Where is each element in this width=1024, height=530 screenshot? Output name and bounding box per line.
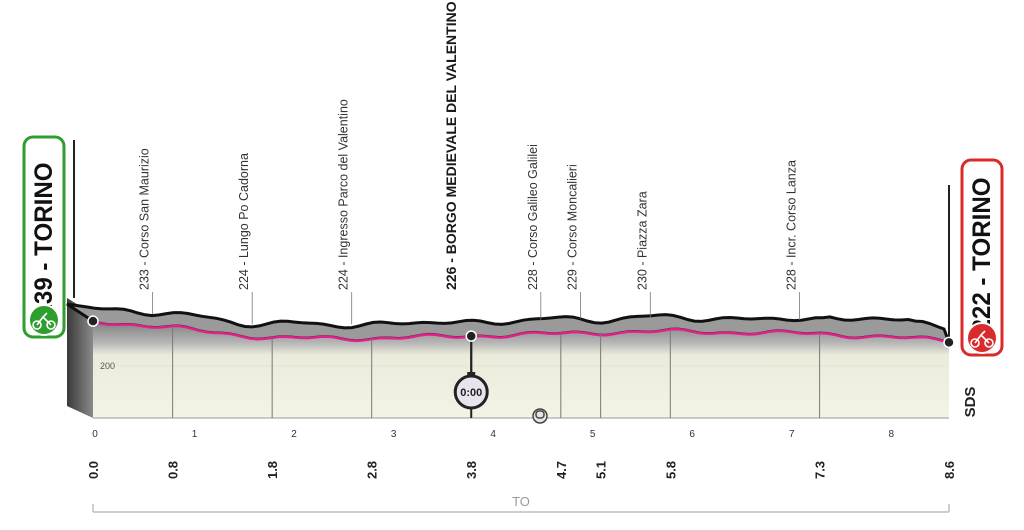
km-marker-label: 0.0 [86,461,101,479]
km-tick-label: 4 [490,429,496,440]
waypoint-label: 233 - Corso San Maurizio [138,148,152,290]
start-badge-label: 239 - TORINO [30,163,58,318]
waypoint-label: 230 - Piazza Zara [635,191,649,290]
km-marker-label: 5.8 [663,461,678,479]
finish-point [943,336,955,349]
intermediate-time-check: 0:00 [453,330,489,410]
waypoint-label: 228 - Corso Galileo Galilei [526,144,540,290]
start-point [87,315,99,327]
km-marker-label: 4.7 [554,461,569,479]
waypoint-label: 224 - Lungo Po Cadorna [237,153,251,290]
km-marker-label: 2.8 [365,461,380,479]
km-tick-label: 2 [291,429,297,440]
km-tick-label: 3 [391,429,397,440]
waypoint-label: 229 - Corso Moncalieri [566,164,580,290]
km-tick-label: 7 [789,429,795,440]
time-check-label: 0:00 [460,387,482,399]
profile-left-side [67,298,93,418]
km-marker-label: 3.8 [464,461,479,479]
helmet-icon [532,408,548,424]
finish-cyclist-icon [966,322,998,354]
bottom-bracket [92,504,950,513]
gridline-200-label: 200 [100,361,115,371]
stopwatch-icon [453,374,489,410]
start-badge: 239 - TORINO [22,135,66,339]
sds-logo: SDS [962,387,979,418]
waypoint-label: 224 - Ingresso Parco del Valentino [337,99,351,290]
km-marker-label: 8.6 [942,461,957,479]
km-marker-label: 0.8 [166,461,181,479]
km-tick-label: 5 [590,429,596,440]
km-marker-label: 5.1 [594,461,609,479]
km-marker-label: 7.3 [813,461,828,479]
km-tick-label: 8 [888,429,894,440]
km-tick-label: 0 [92,429,98,440]
profile-area [93,321,949,418]
start-cyclist-icon [28,304,60,336]
waypoint-label: 226 - BORGO MEDIEVALE DEL VALENTINO [443,1,459,290]
profile-road-line [92,319,950,344]
km-tick-label: 1 [192,429,198,440]
time-check-point [465,330,477,342]
finish-badge-label: 222 - TORINO [968,178,996,333]
waypoint-label: 228 - Incr. Corso Lanza [785,160,799,290]
km-tick-label: 6 [689,429,695,440]
finish-badge: 222 - TORINO [960,158,1004,357]
km-marker-label: 1.8 [265,461,280,479]
bottom-label: TO [512,494,530,509]
